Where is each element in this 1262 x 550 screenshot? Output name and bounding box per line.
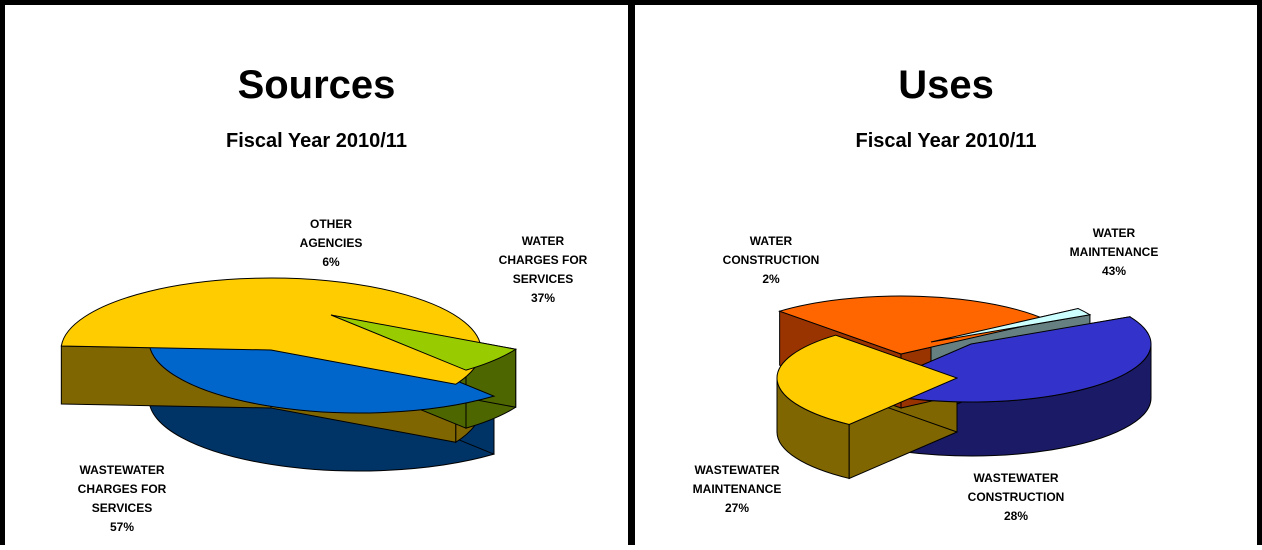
slice-label-line: MAINTENANCE (693, 482, 782, 496)
slice-label-line: WASTEWATER (973, 471, 1058, 485)
slice-label-line: WASTEWATER (79, 463, 164, 477)
pie-tops (776, 295, 1152, 425)
slice-label-line: CHARGES FOR (499, 253, 588, 267)
slice-label-line: MAINTENANCE (1070, 245, 1159, 259)
pie-slice-other-agencies (330, 314, 518, 371)
slice-label-other-agencies: OTHER AGENCIES 6% (300, 217, 363, 269)
slice-label-line: WASTEWATER (694, 463, 779, 477)
chart-subtitle: Fiscal Year 2010/11 (855, 130, 1037, 152)
slice-label-wastewater-maintenance: WASTEWATER MAINTENANCE 27% (693, 463, 782, 515)
chart-title: Sources (237, 63, 396, 107)
slice-label-line: OTHER (310, 217, 352, 231)
uses-chart-panel: Uses Fiscal Year 2010/11 WATER MAINTENANC… (630, 0, 1262, 545)
uses-pie-chart: WATER MAINTENANCE 43% WASTEWATER CONSTRUCTIO… (693, 226, 1159, 523)
slice-label-water-construction: WATER CONSTRUCTION 2% (723, 234, 820, 286)
slice-label-line: SERVICES (513, 272, 573, 286)
pie-slice-wastewater-maintenance (778, 295, 1050, 355)
slice-label-wastewater-charges: WASTEWATER CHARGES FOR SERVICES 57% (78, 463, 167, 534)
slice-percent: 37% (531, 291, 555, 305)
slice-label-wastewater-construction: WASTEWATER CONSTRUCTION 28% (968, 471, 1065, 523)
slice-percent: 28% (1004, 509, 1028, 523)
slice-percent: 57% (110, 520, 134, 534)
chart-title: Uses (898, 63, 994, 107)
pie-tops (60, 277, 518, 414)
pie-slice-water-charges (148, 336, 496, 414)
pie-slice-water-construction (930, 308, 1092, 343)
slice-label-line: CHARGES FOR (78, 482, 167, 496)
slice-label-water-maintenance: WATER MAINTENANCE 43% (1070, 226, 1159, 278)
slice-percent: 43% (1102, 264, 1126, 278)
slice-label-line: CONSTRUCTION (968, 490, 1065, 504)
slice-label-line: AGENCIES (300, 236, 363, 250)
slice-label-line: WATER (750, 234, 793, 248)
chart-subtitle: Fiscal Year 2010/11 (226, 130, 407, 152)
pie-slice-wastewater-construction (776, 334, 959, 425)
sources-chart-panel: Sources Fiscal Year 2010/11 WATER CHARGES… (0, 0, 633, 545)
slice-percent: 6% (322, 255, 340, 269)
slice-label-line: WATER (1093, 226, 1136, 240)
slice-label-line: SERVICES (92, 501, 152, 515)
slice-label-line: WATER (522, 234, 565, 248)
sources-pie-chart: WATER CHARGES FOR SERVICES 37% WASTEWATER CHA… (60, 217, 588, 534)
slice-percent: 27% (725, 501, 749, 515)
slice-label-water-charges: WATER CHARGES FOR SERVICES 37% (499, 234, 588, 305)
slice-label-line: CONSTRUCTION (723, 253, 820, 267)
slice-percent: 2% (762, 272, 780, 286)
